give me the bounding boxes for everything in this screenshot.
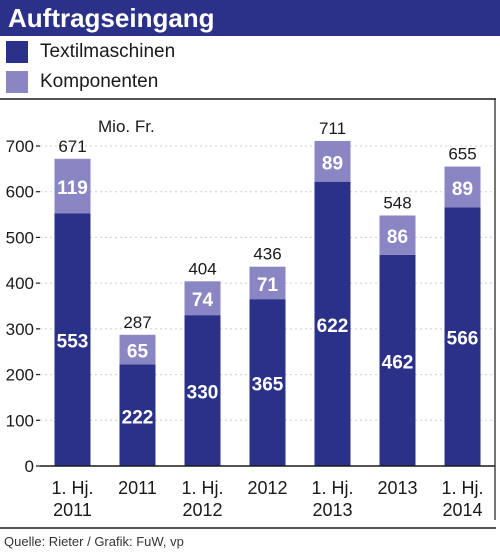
data-label-textilmaschinen: 222 [122, 407, 154, 428]
bar-komponenten [54, 158, 91, 214]
legend-item-textilmaschinen: Textilmaschinen [6, 40, 175, 64]
data-label-total: 436 [253, 245, 281, 264]
x-tick-label: 2013 [312, 500, 352, 520]
data-label-total: 287 [123, 313, 151, 332]
data-label-textilmaschinen: 462 [382, 352, 414, 373]
x-tick-label: 1. Hj. [51, 478, 93, 498]
x-tick-label: 1. Hj. [181, 478, 223, 498]
legend-label-komponenten: Komponenten [40, 71, 159, 92]
data-label-total: 671 [58, 137, 86, 156]
chart-title: Auftragseingang [8, 3, 215, 33]
bar-textilmaschinen [54, 213, 91, 466]
bar-textilmaschinen [444, 207, 481, 466]
source-credit: Quelle: Rieter / Grafik: FuW, vp [4, 534, 184, 549]
bar-komponenten [249, 266, 286, 300]
y-axis-unit: Mio. Fr. [98, 117, 155, 136]
x-tick-label: 2012 [182, 500, 222, 520]
legend-swatch-textilmaschinen [6, 41, 28, 63]
x-tick-label: 2011 [53, 500, 92, 520]
y-tick-label: 400 [6, 274, 34, 293]
y-tick-label: 700 [6, 137, 34, 156]
data-label-total: 711 [319, 119, 346, 138]
x-tick-label: 2011 [118, 478, 157, 498]
y-tick-label: 300 [6, 320, 34, 339]
data-label-komponenten: 119 [57, 178, 88, 199]
data-label-textilmaschinen: 330 [187, 383, 219, 404]
bar-komponenten [379, 215, 416, 255]
data-label-komponenten: 71 [257, 275, 279, 296]
gridlines [40, 145, 495, 421]
data-label-komponenten: 65 [127, 342, 149, 363]
x-tick-label: 2012 [247, 478, 287, 498]
bar-textilmaschinen [184, 315, 221, 466]
bar-textilmaschinen [314, 181, 351, 466]
bar-textilmaschinen [119, 364, 156, 466]
data-label-komponenten: 89 [322, 153, 343, 174]
legend-swatch-komponenten [6, 71, 28, 93]
legend: Textilmaschinen Komponenten [6, 40, 175, 100]
x-tick-label: 2013 [377, 478, 417, 498]
data-label-komponenten: 89 [452, 179, 473, 200]
y-tick-label: 500 [6, 228, 34, 247]
data-label-komponenten: 86 [387, 227, 408, 248]
y-tick-label: 600 [6, 183, 34, 202]
bar-komponenten [314, 140, 351, 182]
data-label-textilmaschinen: 622 [317, 316, 349, 337]
data-label-textilmaschinen: 553 [57, 332, 89, 353]
title-bar: Auftragseingang [0, 0, 500, 36]
legend-label-textilmaschinen: Textilmaschinen [40, 41, 176, 62]
data-label-textilmaschinen: 365 [252, 375, 284, 396]
y-tick-label: 0 [25, 457, 34, 476]
x-tick-label: 2014 [442, 500, 482, 520]
y-axis-ticks: 0 100 200 300 400 500 600 700 [6, 137, 40, 476]
bars: 553 119 671 222 65 287 330 74 404 365 71 436 622 89 71… [54, 119, 481, 466]
data-label-total: 548 [383, 193, 411, 212]
bar-textilmaschinen [249, 299, 286, 466]
bar-textilmaschinen [379, 254, 416, 466]
data-label-textilmaschinen: 566 [447, 329, 479, 350]
y-tick-label: 100 [6, 411, 34, 430]
data-label-komponenten: 74 [192, 290, 214, 311]
legend-item-komponenten: Komponenten [6, 70, 175, 94]
data-label-total: 404 [188, 259, 216, 278]
x-tick-label: 1. Hj. [441, 478, 483, 498]
data-label-total: 655 [448, 145, 476, 164]
bar-komponenten [444, 166, 481, 208]
y-tick-label: 200 [6, 366, 34, 385]
x-tick-label: 1. Hj. [311, 478, 353, 498]
bar-komponenten [184, 281, 221, 316]
bar-komponenten [119, 334, 156, 365]
